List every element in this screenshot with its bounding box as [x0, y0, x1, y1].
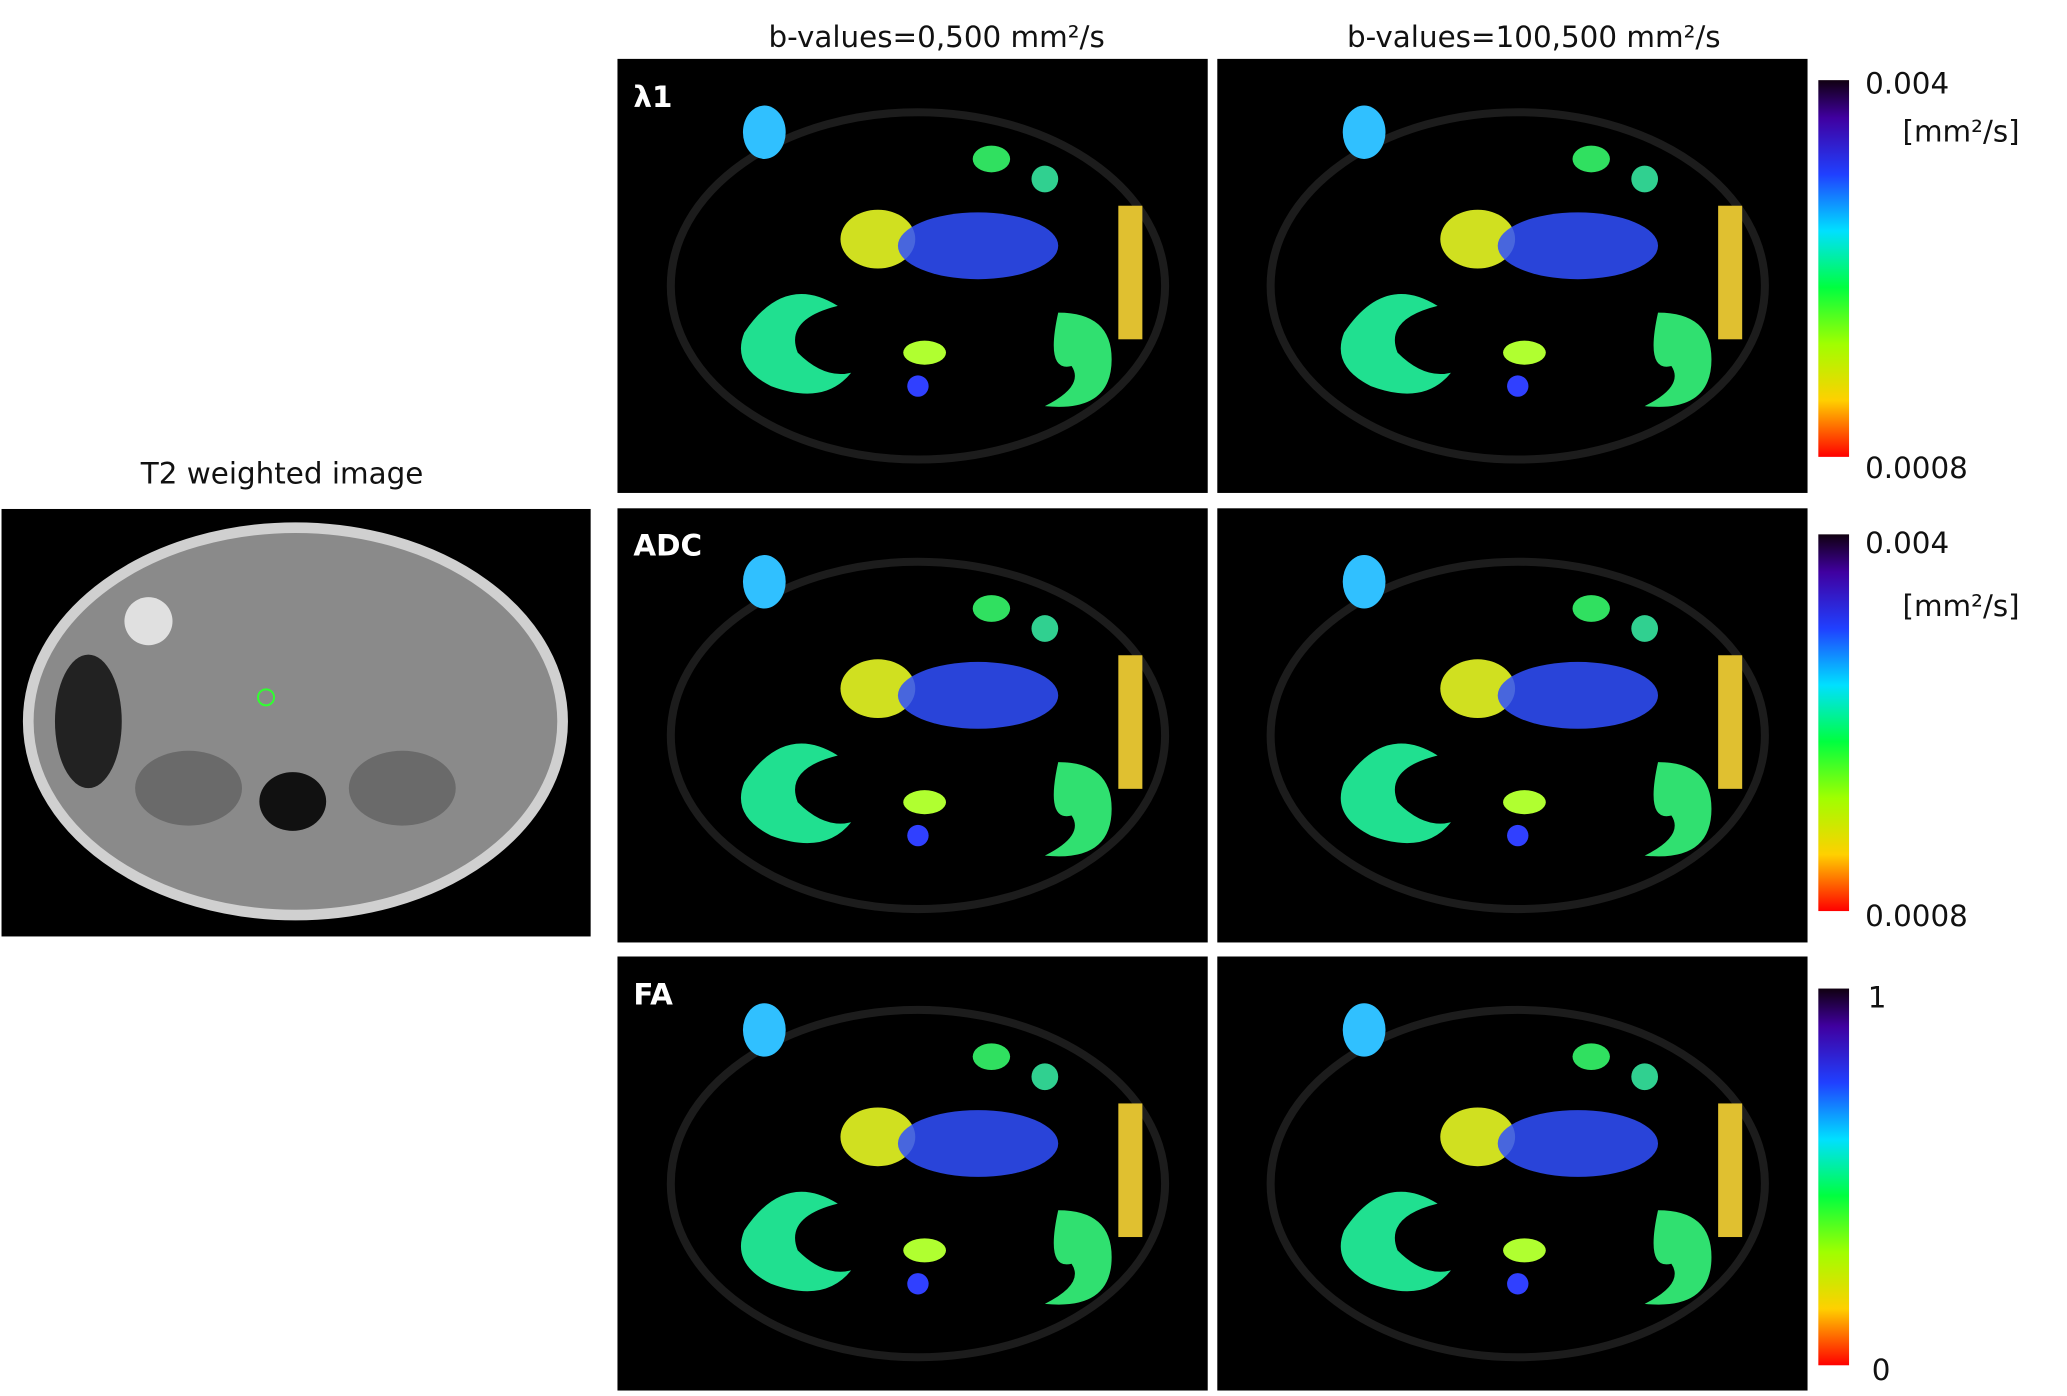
- colorbar: [1818, 80, 1850, 457]
- map-image: [617, 59, 1207, 493]
- colorbar-max: 0.004: [1865, 67, 1949, 101]
- column-title: b-values=100,500 mm²/s: [1347, 20, 1721, 54]
- row-label: FA: [633, 978, 673, 1012]
- map-image: [1217, 59, 1807, 493]
- t2-image: [1, 508, 591, 937]
- colorbar-unit: [mm²/s]: [1902, 115, 2019, 149]
- colorbar-max: 1: [1868, 980, 1887, 1014]
- colorbar-min: 0.0008: [1865, 451, 1968, 485]
- colorbar: [1818, 534, 1850, 912]
- map-image: [617, 508, 1207, 942]
- colorbar-min: 0: [1872, 1353, 1891, 1387]
- map-image: [617, 956, 1207, 1390]
- map-grid: [617, 59, 1807, 1391]
- row-label: ADC: [633, 529, 702, 563]
- column-title: b-values=0,500 mm²/s: [769, 20, 1105, 54]
- row-label: λ1: [633, 80, 672, 114]
- colorbar-min: 0.0008: [1865, 899, 1968, 933]
- colorbar: [1818, 988, 1850, 1366]
- map-image: [1217, 508, 1807, 942]
- map-image: [1217, 956, 1807, 1390]
- t2-title: T2 weighted image: [140, 457, 424, 491]
- colorbar-unit: [mm²/s]: [1902, 589, 2019, 623]
- colorbar-max: 0.004: [1865, 526, 1949, 560]
